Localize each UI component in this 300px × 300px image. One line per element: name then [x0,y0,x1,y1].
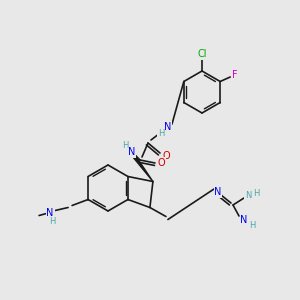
Text: H: H [158,130,164,139]
Text: N: N [245,190,251,200]
Text: O: O [157,158,165,168]
Text: Cl: Cl [197,49,207,59]
Text: N: N [164,122,172,132]
Text: H: H [249,220,255,230]
Text: N: N [240,215,248,225]
Text: O: O [162,151,170,161]
Text: N: N [128,147,136,157]
Text: F: F [232,70,238,80]
Text: H: H [49,217,55,226]
Text: N: N [46,208,54,218]
Text: H: H [253,188,259,197]
Text: H: H [122,140,128,149]
Polygon shape [133,155,153,182]
Text: N: N [214,187,222,197]
